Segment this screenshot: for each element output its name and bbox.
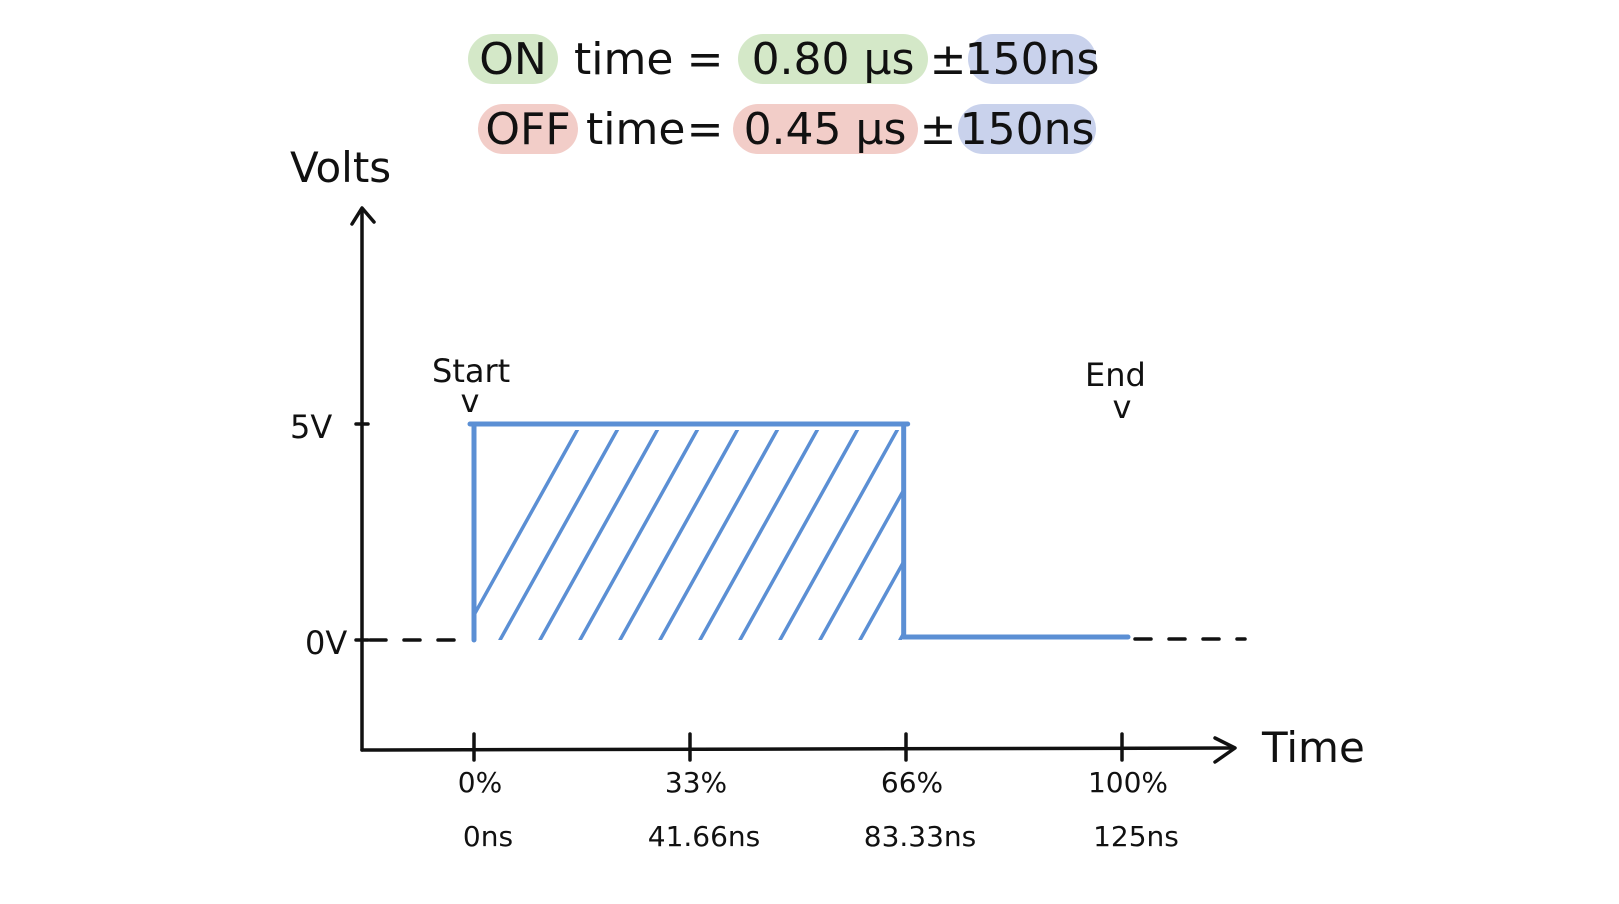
hatch-line bbox=[858, 553, 906, 640]
axes bbox=[350, 206, 1237, 764]
off-time-word: time bbox=[586, 104, 685, 155]
x-axis-arrowhead bbox=[1213, 736, 1237, 764]
on-tolerance-highlight bbox=[968, 34, 1096, 84]
end-marker: v bbox=[1113, 388, 1132, 426]
start-label: Start bbox=[432, 352, 510, 390]
y-axis-arrowhead bbox=[350, 206, 376, 226]
off-tolerance-highlight bbox=[958, 104, 1096, 154]
on-label-highlight bbox=[468, 34, 558, 84]
y-tick-label-5v: 5V bbox=[290, 408, 332, 446]
on-time-equation: ON time = 0.80 µs ± 150ns bbox=[468, 34, 1099, 85]
off-label: OFF bbox=[485, 104, 570, 155]
on-region-hatching bbox=[474, 425, 1100, 640]
x-tick-time-label: 41.66ns bbox=[648, 820, 761, 853]
hatch-line bbox=[498, 430, 620, 640]
on-label: ON bbox=[479, 34, 547, 85]
on-equals: = bbox=[687, 34, 724, 85]
hatch-line bbox=[898, 625, 906, 640]
x-tick-time-label: 125ns bbox=[1093, 820, 1179, 853]
hatch-line bbox=[538, 430, 660, 640]
off-value: 0.45 µs bbox=[744, 104, 907, 155]
baseline-dashes bbox=[368, 637, 1247, 642]
hatch-line bbox=[698, 430, 820, 640]
off-value-highlight bbox=[733, 104, 918, 154]
x-tick-percent-label: 66% bbox=[881, 766, 943, 799]
x-tick-percent-label: 33% bbox=[665, 766, 727, 799]
hatch-line bbox=[980, 425, 1100, 640]
on-value-highlight bbox=[738, 34, 928, 84]
hatch-line bbox=[578, 430, 700, 640]
x-axis bbox=[360, 746, 1234, 752]
hatch-line bbox=[818, 482, 906, 640]
off-plus-minus: ± bbox=[920, 104, 957, 155]
off-time-equation: OFF time = 0.45 µs ± 150ns bbox=[478, 104, 1096, 155]
on-value: 0.80 µs bbox=[752, 34, 915, 85]
hatch-line bbox=[738, 430, 860, 640]
x-tick-percent-label: 100% bbox=[1088, 766, 1168, 799]
x-tick-time-label: 0ns bbox=[463, 820, 513, 853]
off-tolerance: 150ns bbox=[960, 104, 1095, 155]
off-label-highlight bbox=[478, 104, 578, 154]
on-plus-minus: ± bbox=[930, 34, 967, 85]
hatch-line bbox=[618, 430, 740, 640]
hatch-line bbox=[474, 430, 580, 619]
on-time-word: time bbox=[574, 34, 673, 85]
square-wave-signal bbox=[467, 421, 1131, 643]
hatch-line bbox=[778, 430, 900, 640]
start-marker: v bbox=[461, 382, 480, 420]
x-tick-percent-label: 0% bbox=[458, 766, 502, 799]
x-axis-label: Time bbox=[1261, 723, 1365, 772]
y-axis-label: Volts bbox=[290, 143, 391, 192]
x-ticks: 0% 0ns 33% 41.66ns 66% 83.33ns 100% 125ns bbox=[458, 732, 1179, 853]
y-tick-label-0v: 0V bbox=[305, 624, 347, 662]
end-label: End bbox=[1085, 356, 1146, 394]
off-equals: = bbox=[687, 104, 724, 155]
on-tolerance: 150ns bbox=[965, 34, 1100, 85]
x-tick-time-label: 83.33ns bbox=[864, 820, 977, 853]
hatch-line bbox=[940, 425, 1060, 640]
hatch-line bbox=[658, 430, 780, 640]
